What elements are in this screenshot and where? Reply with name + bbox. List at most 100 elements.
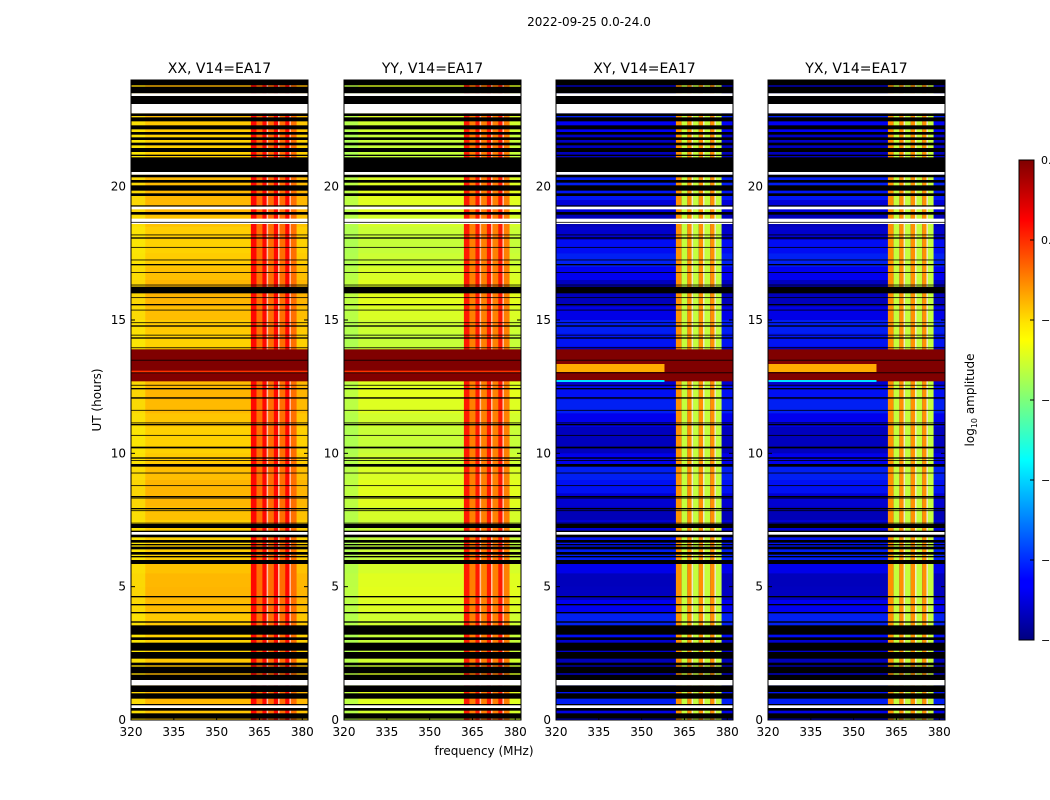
gap-row: [768, 93, 945, 96]
rfi-column: [250, 80, 257, 720]
flagged-row: [768, 560, 945, 564]
y-tick-label: 20: [111, 180, 126, 194]
flagged-line: [768, 322, 945, 324]
flagged-row: [768, 185, 945, 191]
gap-row: [131, 93, 308, 96]
flagged-row: [131, 596, 308, 598]
flagged-row: [556, 125, 733, 130]
flagged-row: [768, 621, 945, 623]
gap-row: [768, 172, 945, 175]
flagged-row: [556, 212, 733, 215]
x-tick-label: 365: [461, 725, 484, 739]
y-tick-label: 15: [111, 313, 126, 327]
flagged-line: [131, 409, 308, 411]
flagged-row: [556, 685, 733, 692]
flagged-row: [344, 264, 521, 266]
flagged-line: [344, 347, 521, 349]
flare-core: [131, 370, 308, 373]
flare-edge: [768, 380, 877, 382]
y-tick-label: 0: [755, 713, 763, 727]
flagged-line: [131, 497, 308, 499]
flagged-row: [768, 642, 945, 651]
flagged-row: [131, 337, 308, 339]
rfi-separator: [266, 80, 269, 720]
flagged-row: [344, 524, 521, 528]
flagged-line: [556, 472, 733, 474]
flagged-row: [131, 80, 308, 86]
flagged-row: [768, 496, 945, 498]
flagged-line: [344, 322, 521, 324]
flagged-row: [344, 662, 521, 666]
flagged-row: [131, 193, 308, 196]
flagged-line: [556, 485, 733, 487]
flagged-row: [556, 713, 733, 719]
flagged-row: [768, 180, 945, 183]
panel-xx: XX, V14=EA17 320 335 350 365 380 0 5 10 15 20: [111, 61, 314, 739]
flagged-row: [344, 286, 521, 294]
flagged-row: [556, 117, 733, 122]
flagged-line: [556, 409, 733, 411]
colorbar-tick-label: −0.5: [1041, 314, 1050, 327]
flagged-row: [344, 137, 521, 140]
flagged-row: [344, 304, 521, 306]
rfi-column: [693, 80, 699, 720]
flagged-row: [556, 508, 733, 510]
flagged-row: [768, 96, 945, 104]
flagged-row: [556, 388, 733, 390]
flagged-row: [768, 674, 945, 680]
axes-frame: [767, 79, 946, 721]
flagged-row: [131, 113, 308, 116]
rfi-column: [887, 80, 894, 720]
flagged-row: [131, 637, 308, 640]
flagged-line: [556, 522, 733, 524]
rfi-column: [675, 80, 682, 720]
flagged-row: [131, 237, 308, 239]
flagged-row: [131, 552, 308, 555]
flagged-row: [131, 621, 308, 623]
flagged-row: [344, 706, 521, 711]
colorbar-tick-label: −2.0: [1041, 554, 1050, 567]
flagged-row: [344, 185, 521, 191]
flagged-line: [131, 246, 308, 248]
flagged-row: [344, 666, 521, 674]
flagged-row: [556, 560, 733, 564]
flagged-line: [344, 372, 521, 374]
y-tick-label: 10: [324, 446, 339, 460]
flagged-row: [556, 237, 733, 239]
panel-yx: YX, V14=EA17 320 335 350 365 380 0 5 10 15 20: [748, 61, 951, 739]
flagged-row: [768, 205, 945, 207]
flagged-row: [768, 157, 945, 172]
flagged-row: [556, 652, 733, 659]
flagged-row: [768, 304, 945, 306]
y-tick-label: 5: [331, 580, 339, 594]
flagged-row: [131, 264, 308, 266]
flagged-row: [344, 560, 521, 564]
flagged-line: [131, 259, 308, 261]
flagged-line: [131, 372, 308, 374]
rfi-column: [279, 80, 286, 720]
flagged-row: [768, 713, 945, 719]
gap-row: [556, 104, 733, 114]
rfi-column: [273, 80, 280, 720]
flagged-row: [768, 652, 945, 659]
y-tick-label: 15: [748, 313, 763, 327]
rfi-column: [268, 80, 274, 720]
y-tick-label: 5: [118, 580, 126, 594]
rfi-column: [681, 80, 688, 720]
x-tick-label: 335: [587, 725, 610, 739]
flagged-row: [556, 86, 733, 94]
flagged-row: [131, 212, 308, 215]
flagged-row: [556, 704, 733, 706]
flagged-line: [556, 372, 733, 374]
flagged-row: [768, 612, 945, 614]
flagged-row: [556, 205, 733, 207]
y-tick-label: 5: [755, 580, 763, 594]
flagged-line: [556, 460, 733, 461]
x-tick-label: 380: [716, 725, 739, 739]
rfi-column: [503, 80, 510, 720]
flagged-row: [131, 457, 308, 459]
flagged-line: [556, 510, 733, 512]
flagged-row: [768, 693, 945, 699]
x-tick-label: 365: [885, 725, 908, 739]
flagged-row: [131, 560, 308, 564]
